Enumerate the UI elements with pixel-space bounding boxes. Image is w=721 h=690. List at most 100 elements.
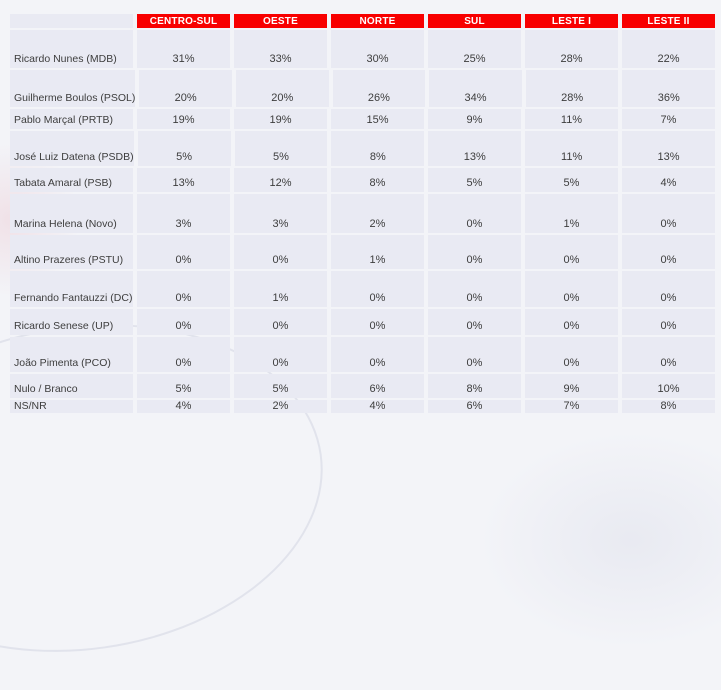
value-cell: 9% bbox=[428, 109, 521, 129]
table-row: Marina Helena (Novo) 3% 3% 2% 0% 1% 0% bbox=[10, 194, 715, 233]
value-cell: 15% bbox=[331, 109, 424, 129]
column-header-oeste: OESTE bbox=[234, 14, 327, 28]
value-cell: 1% bbox=[234, 271, 327, 307]
table-row: José Luiz Datena (PSDB) 5% 5% 8% 13% 11%… bbox=[10, 131, 715, 166]
value-cell: 0% bbox=[137, 309, 230, 335]
value-cell: 8% bbox=[428, 374, 521, 398]
row-label: João Pimenta (PCO) bbox=[10, 337, 133, 372]
value-cell: 0% bbox=[137, 337, 230, 372]
value-cell: 31% bbox=[137, 30, 230, 68]
value-cell: 5% bbox=[234, 374, 327, 398]
row-label: Fernando Fantauzzi (DC) bbox=[10, 271, 133, 307]
column-header-leste-i: LESTE I bbox=[525, 14, 618, 28]
value-cell: 10% bbox=[622, 374, 715, 398]
value-cell: 13% bbox=[137, 168, 230, 192]
value-cell: 5% bbox=[428, 168, 521, 192]
value-cell: 13% bbox=[622, 131, 715, 166]
column-header-sul: SUL bbox=[428, 14, 521, 28]
value-cell: 5% bbox=[137, 374, 230, 398]
value-cell: 19% bbox=[234, 109, 327, 129]
table-row: Pablo Marçal (PRTB) 19% 19% 15% 9% 11% 7… bbox=[10, 109, 715, 129]
row-label: Marina Helena (Novo) bbox=[10, 194, 133, 233]
value-cell: 0% bbox=[428, 337, 521, 372]
value-cell: 0% bbox=[234, 309, 327, 335]
table-row: João Pimenta (PCO) 0% 0% 0% 0% 0% 0% bbox=[10, 337, 715, 372]
value-cell: 0% bbox=[428, 271, 521, 307]
value-cell: 4% bbox=[331, 400, 424, 413]
value-cell: 0% bbox=[137, 271, 230, 307]
column-header-norte: NORTE bbox=[331, 14, 424, 28]
value-cell: 8% bbox=[331, 131, 425, 166]
value-cell: 0% bbox=[622, 235, 715, 269]
background-swoosh-bottom-right bbox=[421, 390, 721, 690]
table-row: Altino Prazeres (PSTU) 0% 0% 1% 0% 0% 0% bbox=[10, 235, 715, 269]
value-cell: 20% bbox=[139, 70, 232, 107]
value-cell: 7% bbox=[525, 400, 618, 413]
value-cell: 12% bbox=[234, 168, 327, 192]
value-cell: 5% bbox=[137, 131, 231, 166]
table-row: Fernando Fantauzzi (DC) 0% 1% 0% 0% 0% 0… bbox=[10, 271, 715, 307]
row-label: José Luiz Datena (PSDB) bbox=[10, 131, 134, 166]
value-cell: 4% bbox=[137, 400, 230, 413]
value-cell: 26% bbox=[332, 70, 426, 107]
value-cell: 19% bbox=[137, 109, 230, 129]
value-cell: 0% bbox=[137, 235, 230, 269]
value-cell: 28% bbox=[525, 30, 618, 68]
value-cell: 0% bbox=[622, 271, 715, 307]
row-label: Altino Prazeres (PSTU) bbox=[10, 235, 133, 269]
value-cell: 8% bbox=[622, 400, 715, 413]
table-row: Ricardo Senese (UP) 0% 0% 0% 0% 0% 0% bbox=[10, 309, 715, 335]
value-cell: 11% bbox=[525, 109, 618, 129]
row-label: Pablo Marçal (PRTB) bbox=[10, 109, 133, 129]
value-cell: 9% bbox=[525, 374, 618, 398]
value-cell: 0% bbox=[331, 337, 424, 372]
value-cell: 1% bbox=[331, 235, 424, 269]
value-cell: 2% bbox=[331, 194, 424, 233]
value-cell: 4% bbox=[622, 168, 715, 192]
value-cell: 7% bbox=[622, 109, 715, 129]
value-cell: 0% bbox=[622, 337, 715, 372]
value-cell: 0% bbox=[428, 235, 521, 269]
value-cell: 5% bbox=[525, 168, 618, 192]
poll-results-table: CENTRO-SUL OESTE NORTE SUL LESTE I LESTE… bbox=[10, 14, 716, 415]
value-cell: 33% bbox=[234, 30, 327, 68]
row-label: Tabata Amaral (PSB) bbox=[10, 168, 133, 192]
value-cell: 30% bbox=[331, 30, 424, 68]
row-label: Guilherme Boulos (PSOL) bbox=[10, 70, 136, 107]
value-cell: 0% bbox=[622, 194, 715, 233]
table-row: Ricardo Nunes (MDB) 31% 33% 30% 25% 28% … bbox=[10, 30, 715, 68]
value-cell: 28% bbox=[525, 70, 619, 107]
value-cell: 0% bbox=[525, 309, 618, 335]
value-cell: 6% bbox=[428, 400, 521, 413]
column-header-leste-ii: LESTE II bbox=[622, 14, 715, 28]
row-label: Ricardo Nunes (MDB) bbox=[10, 30, 133, 68]
value-cell: 0% bbox=[525, 337, 618, 372]
value-cell: 25% bbox=[428, 30, 521, 68]
value-cell: 0% bbox=[428, 194, 521, 233]
value-cell: 34% bbox=[429, 70, 522, 107]
value-cell: 0% bbox=[331, 309, 424, 335]
row-label: Ricardo Senese (UP) bbox=[10, 309, 133, 335]
row-label: Nulo / Branco bbox=[10, 374, 133, 398]
table-header-row: CENTRO-SUL OESTE NORTE SUL LESTE I LESTE… bbox=[10, 14, 715, 28]
value-cell: 0% bbox=[525, 271, 618, 307]
value-cell: 0% bbox=[428, 309, 521, 335]
value-cell: 22% bbox=[622, 30, 715, 68]
table-row: Tabata Amaral (PSB) 13% 12% 8% 5% 5% 4% bbox=[10, 168, 715, 192]
value-cell: 6% bbox=[331, 374, 424, 398]
table-row: Nulo / Branco 5% 5% 6% 8% 9% 10% bbox=[10, 374, 715, 398]
value-cell: 0% bbox=[331, 271, 424, 307]
value-cell: 11% bbox=[525, 131, 619, 166]
value-cell: 2% bbox=[234, 400, 327, 413]
value-cell: 3% bbox=[234, 194, 327, 233]
value-cell: 36% bbox=[622, 70, 716, 107]
table-row: Guilherme Boulos (PSOL) 20% 20% 26% 34% … bbox=[10, 70, 716, 107]
row-label: NS/NR bbox=[10, 400, 133, 413]
value-cell: 0% bbox=[234, 235, 327, 269]
value-cell: 0% bbox=[622, 309, 715, 335]
value-cell: 3% bbox=[137, 194, 230, 233]
value-cell: 0% bbox=[234, 337, 327, 372]
value-cell: 1% bbox=[525, 194, 618, 233]
corner-cell bbox=[10, 14, 133, 28]
value-cell: 5% bbox=[234, 131, 328, 166]
